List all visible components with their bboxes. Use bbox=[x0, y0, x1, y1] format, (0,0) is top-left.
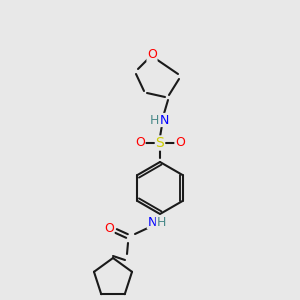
Text: O: O bbox=[104, 221, 114, 235]
Text: N: N bbox=[159, 113, 169, 127]
Text: O: O bbox=[175, 136, 185, 149]
Text: S: S bbox=[156, 136, 164, 150]
Text: H: H bbox=[156, 215, 166, 229]
Text: N: N bbox=[147, 215, 157, 229]
Text: H: H bbox=[149, 113, 159, 127]
Text: O: O bbox=[135, 136, 145, 149]
Text: O: O bbox=[147, 49, 157, 62]
